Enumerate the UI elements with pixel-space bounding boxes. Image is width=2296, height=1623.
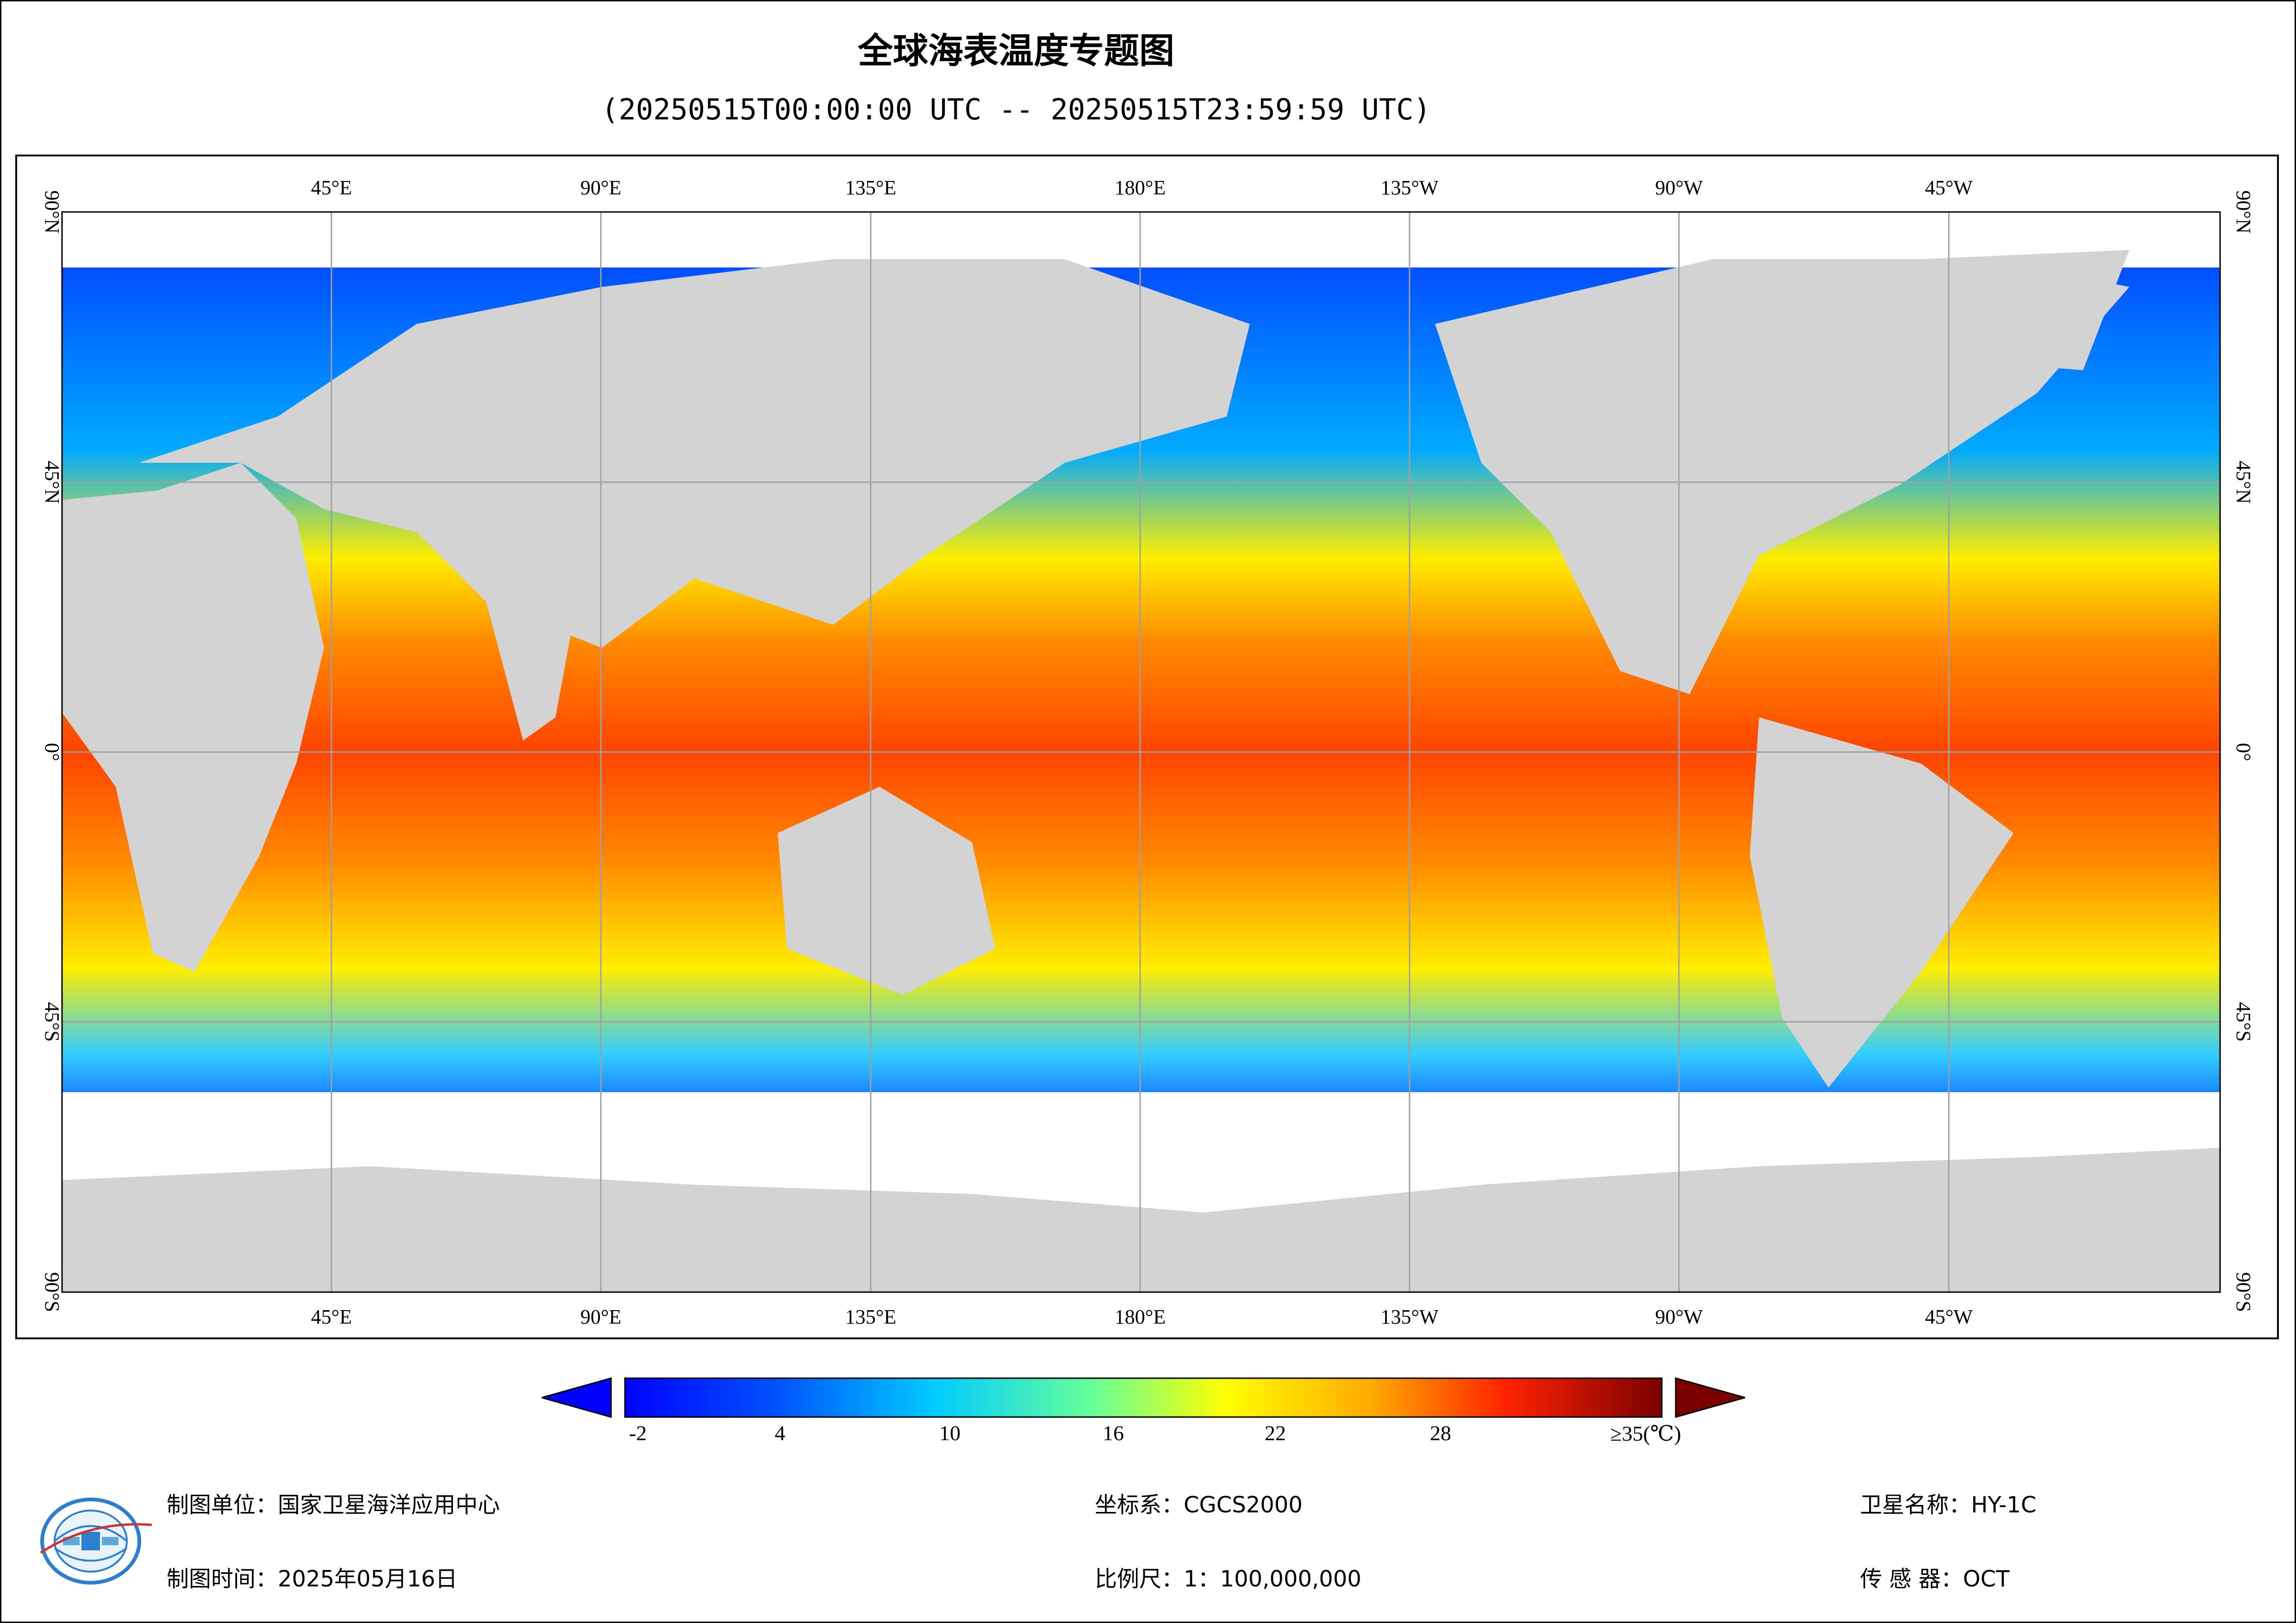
date-label: 制图时间：2025年05月16日 bbox=[167, 1566, 458, 1592]
colorbar-tick-label: ≥35(℃) bbox=[1610, 1422, 1681, 1445]
colorbar-gradient bbox=[624, 1377, 1663, 1418]
time-range: (20250515T00:00:00 UTC -- 20250515T23:59… bbox=[601, 93, 1431, 126]
bottom-lon-label: 135°E bbox=[845, 1306, 896, 1328]
arctic-nodata bbox=[62, 212, 2220, 267]
top-lon-label: 180°E bbox=[1115, 176, 1166, 199]
map-title: 全球海表温度专题图 bbox=[858, 30, 1174, 71]
top-lon-label: 90°E bbox=[580, 176, 621, 199]
bottom-lon-label: 45°E bbox=[311, 1306, 352, 1328]
bottom-lon-label: 90°E bbox=[580, 1306, 621, 1328]
sensor-label: 传 感 器：OCT bbox=[1860, 1566, 2010, 1592]
top-lon-label: 135°W bbox=[1380, 176, 1439, 199]
right-lat-label: 45°S bbox=[2232, 1002, 2255, 1042]
colorbar-max-arrow bbox=[1675, 1377, 1745, 1418]
right-lat-label: 45°N bbox=[2232, 460, 2255, 504]
colorbar bbox=[542, 1377, 1745, 1418]
left-lat-label: 90°S bbox=[41, 1272, 63, 1312]
top-lon-label: 45°E bbox=[311, 176, 352, 199]
satellite-label: 卫星名称：HY-1C bbox=[1860, 1492, 2037, 1518]
map-frame bbox=[15, 155, 2279, 1339]
colorbar-tick-label: 16 bbox=[1103, 1421, 1124, 1445]
left-lat-label: 0° bbox=[41, 743, 63, 761]
colorbar-tick-label: 28 bbox=[1430, 1421, 1451, 1445]
left-lat-label: 90°N bbox=[41, 190, 63, 233]
left-lat-label: 45°S bbox=[41, 1002, 63, 1042]
land-australia bbox=[778, 787, 995, 995]
sst-map: 45°E 90°E 135°E 180°E 135°W 90°W 45°W 45… bbox=[41, 176, 2255, 1328]
land-greenland bbox=[1921, 250, 2129, 370]
right-lat-label: 90°S bbox=[2232, 1272, 2255, 1312]
land-india bbox=[486, 592, 579, 740]
agency-label: 制图单位：国家卫星海洋应用中心 bbox=[167, 1492, 500, 1518]
top-lon-label: 45°W bbox=[1925, 176, 1973, 199]
colorbar-tick-label: 10 bbox=[939, 1421, 961, 1445]
right-lat-label: 0° bbox=[2232, 743, 2255, 761]
bottom-lon-label: 45°W bbox=[1925, 1306, 1973, 1328]
land-eurasia bbox=[139, 259, 1250, 648]
top-lon-label: 90°W bbox=[1655, 176, 1703, 199]
land-south-america bbox=[1750, 717, 2014, 1088]
colorbar-min-arrow bbox=[542, 1377, 612, 1418]
colorbar-tick-label: 22 bbox=[1265, 1421, 1286, 1445]
land-africa bbox=[62, 463, 324, 972]
agency-logo bbox=[40, 1498, 152, 1585]
top-lon-label: 135°E bbox=[845, 176, 896, 199]
land-north-america bbox=[1435, 259, 2129, 694]
bottom-lon-label: 135°W bbox=[1380, 1306, 1439, 1328]
colorbar-tick-label: 4 bbox=[774, 1421, 786, 1445]
left-lat-label: 45°N bbox=[41, 460, 63, 504]
scale-label: 比例尺：1：100,000,000 bbox=[1095, 1566, 1361, 1592]
crs-label: 坐标系：CGCS2000 bbox=[1095, 1492, 1303, 1518]
bottom-lon-label: 180°E bbox=[1115, 1306, 1166, 1328]
bottom-lon-label: 90°W bbox=[1655, 1306, 1703, 1328]
colorbar-tick-label: -2 bbox=[629, 1421, 647, 1445]
right-lat-label: 90°N bbox=[2232, 190, 2255, 233]
